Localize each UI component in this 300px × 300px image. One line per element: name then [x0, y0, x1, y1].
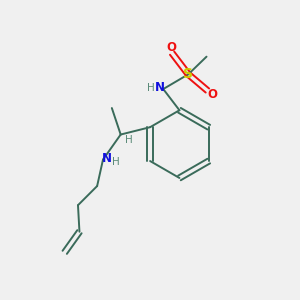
Text: H: H	[147, 82, 155, 93]
Text: N: N	[101, 152, 112, 165]
Text: O: O	[208, 88, 218, 100]
Text: N: N	[155, 81, 165, 94]
Text: S: S	[183, 67, 193, 81]
Text: H: H	[112, 157, 119, 167]
Text: O: O	[167, 41, 176, 54]
Text: H: H	[125, 135, 133, 145]
